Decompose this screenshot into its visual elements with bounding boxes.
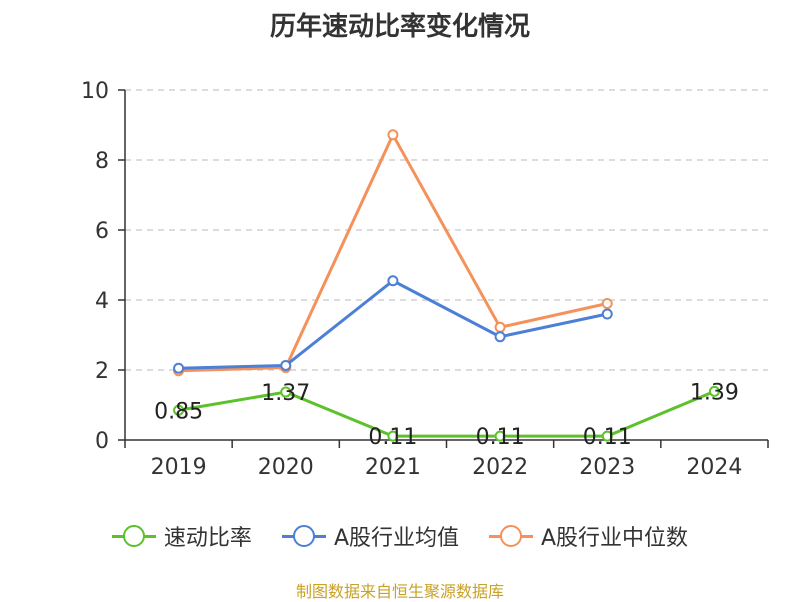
- y-tick-label: 4: [95, 289, 109, 314]
- data-point: [280, 359, 292, 371]
- data-point: [173, 404, 185, 416]
- x-tick-label: 2021: [365, 455, 421, 480]
- legend-item[interactable]: A股行业中位数: [489, 520, 688, 552]
- x-tick-label: 2019: [151, 455, 207, 480]
- data-point: [173, 362, 185, 374]
- y-tick-label: 2: [95, 359, 109, 384]
- series-line: [178, 133, 608, 373]
- legend-label: A股行业均值: [333, 526, 459, 551]
- legend-item[interactable]: 速动比率: [111, 520, 252, 552]
- data-label: 0.11: [583, 425, 632, 450]
- legend-label: A股行业中位数: [541, 526, 689, 551]
- y-tick-label: 6: [95, 219, 109, 244]
- legend: 速动比率 A股行业均值 A股行业中位数: [0, 520, 800, 552]
- data-label: 0.11: [476, 425, 525, 450]
- chart-title: 历年速动比率变化情况: [269, 12, 530, 42]
- legend-swatch-icon: [281, 525, 326, 547]
- legend-swatch-icon: [489, 525, 533, 547]
- data-point: [494, 331, 506, 343]
- series-line: [178, 279, 608, 370]
- data-label: 1.37: [261, 381, 310, 406]
- data-point: [280, 386, 292, 398]
- data-point: [601, 298, 613, 309]
- data-point: [601, 430, 613, 442]
- x-tick-label: 2020: [258, 455, 314, 480]
- legend-item[interactable]: A股行业均值: [281, 520, 459, 552]
- data-point: [601, 308, 613, 320]
- data-point: [494, 430, 506, 442]
- series-line: [178, 389, 715, 438]
- data-label: 0.11: [368, 425, 417, 450]
- data-point: [494, 321, 506, 333]
- data-point: [387, 275, 399, 287]
- data-label: 0.85: [154, 399, 203, 424]
- y-tick-label: 10: [81, 79, 109, 104]
- source-note: 制图数据来自恒生聚源数据库: [295, 582, 504, 601]
- data-label: 1.39: [690, 380, 739, 405]
- x-tick-label: 2023: [579, 455, 635, 480]
- y-tick-label: 8: [95, 149, 109, 174]
- data-point: [387, 430, 399, 442]
- x-tick-label: 2024: [686, 455, 742, 480]
- data-point: [387, 129, 399, 141]
- y-tick-label: 0: [95, 429, 109, 454]
- x-tick-label: 2022: [472, 455, 528, 480]
- data-point: [708, 385, 720, 397]
- legend-label: 速动比率: [163, 526, 252, 551]
- legend-swatch-icon: [111, 525, 156, 547]
